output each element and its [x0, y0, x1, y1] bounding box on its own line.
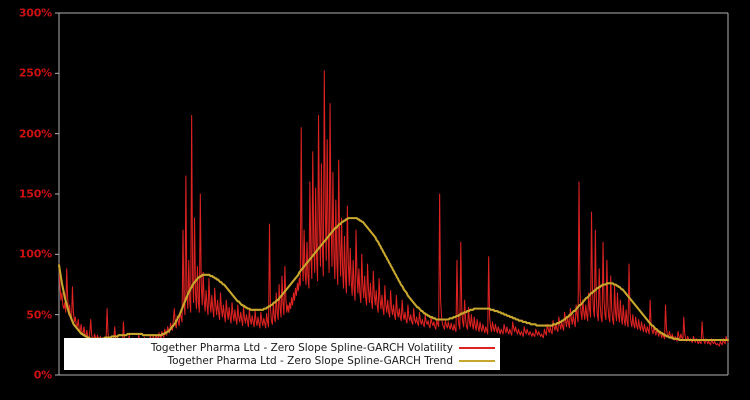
y-axis-tick-label: 100% — [18, 247, 52, 261]
legend-entry-label: Together Pharma Ltd - Zero Slope Spline-… — [150, 341, 453, 354]
legend-entry-swatch — [459, 359, 495, 362]
y-axis-tick-label: 0% — [33, 368, 52, 382]
y-axis-tick-label: 200% — [18, 127, 52, 141]
plot-axes-frame — [55, 12, 729, 376]
y-axis-tick-label: 250% — [18, 66, 52, 80]
legend-entry-swatch — [459, 346, 495, 349]
y-axis-tick-label: 300% — [18, 6, 52, 20]
legend-entry[interactable]: Together Pharma Ltd - Zero Slope Spline-… — [69, 341, 495, 354]
chart-legend[interactable]: Together Pharma Ltd - Zero Slope Spline-… — [64, 338, 500, 370]
series-trend-line — [57, 217, 730, 342]
series-volatility-line — [58, 70, 729, 347]
y-axis-tick-label: 50% — [26, 308, 52, 322]
legend-entry-label: Together Pharma Ltd - Zero Slope Spline-… — [167, 354, 453, 367]
legend-entry[interactable]: Together Pharma Ltd - Zero Slope Spline-… — [69, 354, 495, 367]
series-layer — [57, 70, 730, 347]
y-axis-tick-label: 150% — [18, 187, 52, 201]
